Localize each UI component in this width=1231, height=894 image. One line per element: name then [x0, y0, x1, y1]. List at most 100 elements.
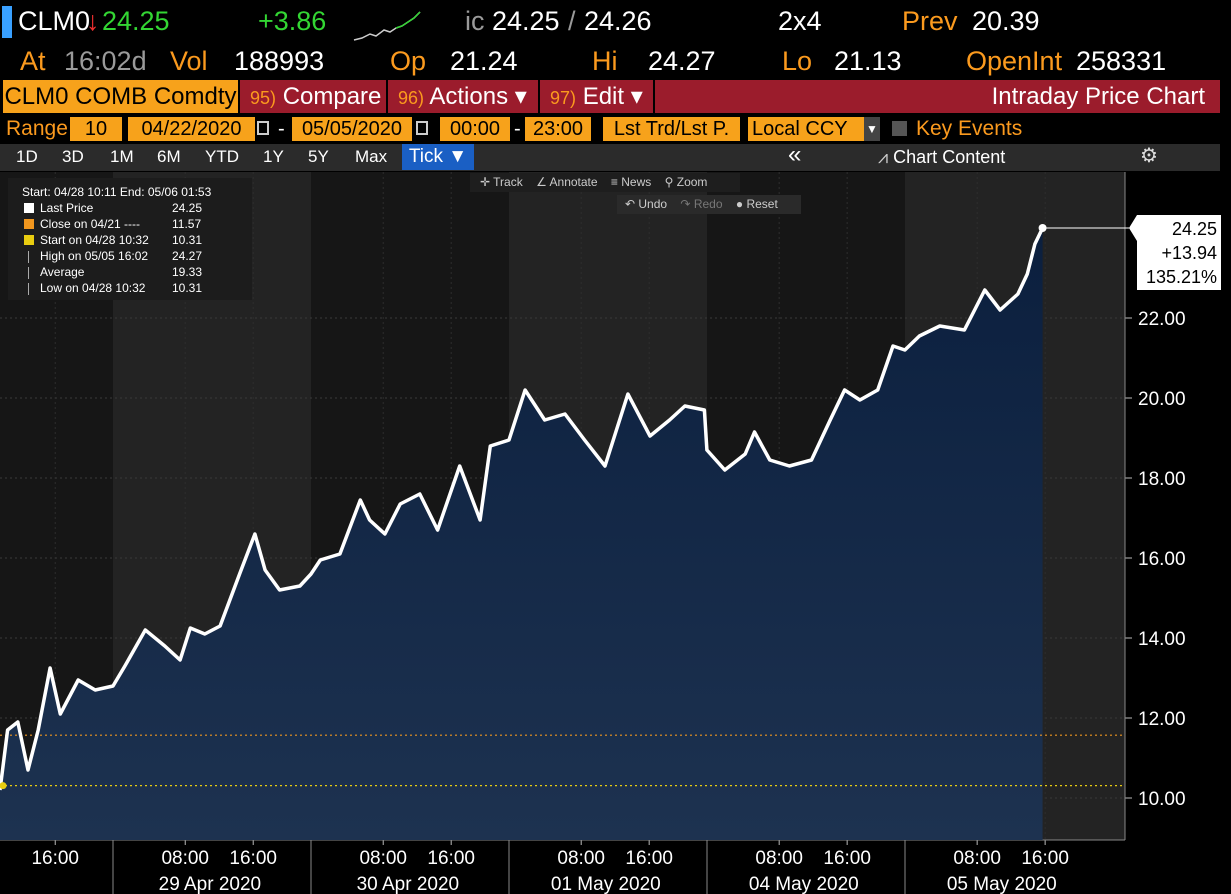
dropdown-arrow[interactable]: ▼	[864, 117, 880, 141]
range-dash: -	[278, 118, 285, 140]
menu-label: Edit ▾	[582, 83, 643, 110]
action-button[interactable]: ● Reset	[735, 197, 778, 211]
area	[0, 228, 1043, 840]
sparkline	[353, 11, 421, 41]
chart-content: Chart Content	[893, 147, 1006, 167]
menu-num: 96)	[398, 88, 425, 108]
legend-name: Low on 04/28 10:32	[40, 281, 146, 295]
stat-value: 258331	[1076, 46, 1167, 76]
bid: 24.25	[492, 6, 560, 36]
range-count[interactable]: 10	[70, 117, 122, 141]
last-label-box	[1129, 215, 1221, 290]
action-bar: ↶ Undo ↷ Redo ● Reset	[617, 195, 801, 214]
ask: 24.26	[584, 6, 652, 36]
legend-value: 11.57	[172, 217, 202, 231]
legend-row: Close on 04/21 ---- 11.57	[22, 216, 252, 232]
date-label: 29 Apr 2020	[159, 874, 261, 894]
stat-value: 21.13	[834, 46, 902, 76]
period-button[interactable]: 1D	[16, 147, 38, 166]
legend-marker	[24, 235, 34, 245]
period-button[interactable]: Max	[355, 147, 388, 166]
action-button[interactable]: ↷ Redo	[680, 197, 723, 211]
menu-label: Actions ▾	[429, 83, 527, 110]
legend-name: Average	[40, 265, 85, 279]
period-button[interactable]: 1Y	[263, 147, 284, 166]
end-date[interactable]: 05/05/2020	[292, 117, 412, 141]
ticker: CLM0	[18, 6, 91, 36]
checkbox[interactable]	[892, 121, 907, 136]
stat-label: OpenInt	[966, 46, 1063, 76]
menu-item[interactable]: 96) Actions ▾	[388, 80, 540, 113]
stat-label: At	[20, 46, 46, 76]
x-tick-label: 08:00	[557, 848, 605, 869]
period-button[interactable]: 6M	[157, 147, 181, 166]
legend-row: Last Price 24.25	[22, 200, 252, 216]
legend-value: 19.33	[172, 265, 203, 279]
calendar-icon[interactable]	[257, 121, 269, 135]
y-tick-label: 12.00	[1138, 709, 1186, 730]
menu-num: 97)	[550, 88, 577, 108]
currency[interactable]: Local CCY	[748, 117, 866, 141]
y-tick-label: 16.00	[1138, 549, 1186, 570]
legend-name: Start on 04/28 10:32	[40, 233, 149, 247]
start-time[interactable]: 00:00	[440, 117, 510, 141]
collapse-button[interactable]: «	[788, 141, 802, 168]
prev: 20.39	[972, 6, 1040, 36]
security-button[interactable]: CLM0 COMB Comdty	[3, 80, 238, 113]
menu-label: Compare	[282, 83, 382, 110]
stat-label: Lo	[782, 46, 813, 76]
price-source[interactable]: Lst Trd/Lst P.	[603, 117, 740, 141]
legend-value: 24.27	[172, 249, 203, 263]
legend-marker	[28, 283, 29, 295]
tick-button[interactable]: Tick ▼	[402, 144, 474, 170]
chart-icon: ⩘	[878, 147, 889, 167]
legend-marker	[28, 251, 29, 263]
period-button[interactable]: 5Y	[308, 147, 329, 166]
prev-label: Prev	[902, 6, 958, 36]
legend-header: Start: 04/28 10:11 End: 05/06 01:53	[22, 185, 212, 199]
tool-button[interactable]: ≡ News	[610, 175, 652, 189]
date-label: 04 May 2020	[749, 874, 859, 894]
calendar-icon[interactable]	[416, 121, 428, 135]
size: 2x4	[778, 6, 822, 36]
y-tick-label: 20.00	[1138, 389, 1186, 410]
y-tick-label: 14.00	[1138, 629, 1186, 650]
legend-marker	[24, 203, 34, 213]
stat-value: 188993	[234, 46, 325, 76]
tool-button[interactable]: ⚲ Zoom	[664, 175, 708, 189]
settings-gear[interactable]: ⚙	[1140, 145, 1158, 167]
x-tick-label: 16:00	[1021, 848, 1069, 869]
tool-button[interactable]: ∠ Annotate	[536, 175, 598, 189]
sparkline-up	[395, 11, 421, 29]
menu-item[interactable]: 95) Compare	[240, 80, 388, 113]
period-button[interactable]: 3D	[62, 147, 84, 166]
range-dash: -	[514, 118, 521, 140]
quote-prefix: ic	[465, 6, 485, 36]
legend-value: 10.31	[172, 281, 203, 295]
legend-row: High on 05/05 16:02 24.27	[22, 248, 252, 264]
tool-label: News	[621, 175, 652, 189]
x-tick-label: 16:00	[625, 848, 673, 869]
start-date[interactable]: 04/22/2020	[128, 117, 255, 141]
period-button[interactable]: 1M	[110, 147, 134, 166]
tool-button[interactable]: ✛ Track	[480, 175, 523, 189]
action-button[interactable]: ↶ Undo	[625, 197, 668, 211]
legend-value: 10.31	[172, 233, 203, 247]
menu-item[interactable]: 97) Edit ▾	[540, 80, 655, 113]
legend-marker	[24, 219, 34, 229]
period-button[interactable]: YTD	[205, 147, 239, 166]
legend: Start: 04/28 10:11 End: 05/06 01:53 Last…	[8, 178, 252, 300]
start-marker	[0, 782, 7, 790]
y-tick-label: 18.00	[1138, 469, 1186, 490]
page-title: Intraday Price Chart	[991, 83, 1205, 110]
date-label: 30 Apr 2020	[357, 874, 459, 894]
end-time[interactable]: 23:00	[525, 117, 591, 141]
x-tick-label: 16:00	[229, 848, 277, 869]
quote-sep: /	[568, 6, 576, 36]
menu-num: 95)	[250, 88, 277, 108]
chart-content-button[interactable]: ⩘ Chart Content	[878, 144, 1005, 170]
price-line	[0, 227, 1045, 791]
x-tick-label: 16:00	[427, 848, 475, 869]
tool-bar: ✛ Track ∠ Annotate ≡ News ⚲ Zoom	[470, 173, 740, 192]
stat-label: Vol	[170, 46, 208, 76]
